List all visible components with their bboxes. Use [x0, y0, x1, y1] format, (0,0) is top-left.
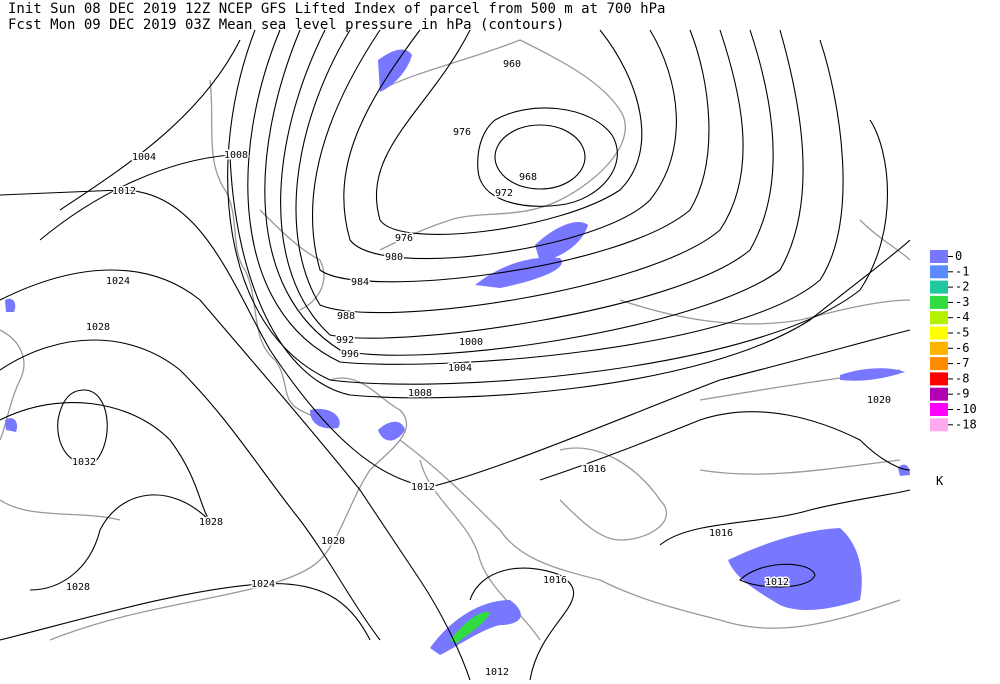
contour-label: 984 [351, 277, 369, 288]
contour-label: 1020 [867, 395, 891, 406]
legend-label: -18 [955, 417, 977, 431]
contour-label: 1008 [408, 388, 432, 399]
contour-label: 1032 [72, 457, 96, 468]
contour-label: 1016 [543, 575, 567, 586]
contour-label: 1004 [448, 363, 472, 374]
legend-swatch [930, 403, 948, 416]
contour-label: 980 [385, 252, 403, 263]
contour-label: 1016 [582, 464, 606, 475]
contour-label: 972 [495, 188, 513, 199]
contour-label: 1028 [86, 322, 110, 333]
precipitation-areas [5, 49, 910, 655]
legend-label: -8 [955, 371, 969, 385]
contour-label: 1020 [321, 536, 345, 547]
contour-labels: 960 976 968 972 976 980 984 988 992 996 1000 1004 10… [64, 58, 892, 680]
contour-label: 992 [336, 335, 354, 346]
isobars [0, 29, 911, 681]
contour-label: 1008 [224, 150, 248, 161]
contour-label: 996 [341, 349, 359, 360]
legend: 0-1 -2-3-4 -5-6-7-8 -9-10-18 K [930, 249, 977, 488]
contour-label: 1012 [411, 482, 435, 493]
contour-label: 960 [503, 59, 521, 70]
contour-label: 976 [395, 233, 413, 244]
legend-swatch [930, 326, 948, 340]
contour-label: 1024 [106, 276, 130, 287]
legend-label: -7 [955, 356, 969, 370]
legend-swatch [930, 250, 948, 263]
legend-swatch [930, 387, 948, 401]
legend-swatch [930, 341, 948, 355]
legend-swatch [930, 280, 948, 294]
contour-label: 1028 [66, 582, 90, 593]
contour-label: 1012 [765, 577, 789, 588]
legend-label: -4 [955, 310, 969, 324]
contour-label: 1012 [112, 186, 136, 197]
contour-label: 1024 [251, 579, 275, 590]
legend-swatch [930, 295, 948, 309]
legend-label: -1 [955, 264, 969, 278]
legend-swatch [930, 418, 948, 432]
legend-label: -6 [955, 341, 969, 355]
legend-label: -2 [955, 280, 969, 294]
legend-swatch [930, 311, 948, 325]
legend-unit: K [936, 474, 944, 488]
contour-label: 1028 [199, 517, 223, 528]
legend-label: 0 [955, 249, 962, 263]
contour-label: 976 [453, 127, 471, 138]
header-line: Fcst Mon 09 DEC 2019 03Z Mean sea level … [8, 17, 564, 33]
coastlines [0, 39, 911, 641]
contour-label: 1016 [709, 528, 733, 539]
legend-swatch [930, 372, 948, 386]
legend-label: -9 [955, 387, 969, 401]
legend-label: -10 [955, 402, 977, 416]
legend-label: -5 [955, 326, 969, 340]
contour-label: 1000 [459, 337, 483, 348]
contour-label: 1004 [132, 152, 156, 163]
legend-label: -3 [955, 295, 969, 309]
header-line: Init Sun 08 DEC 2019 12Z NCEP GFS Lifted… [8, 1, 665, 17]
contour-label: 968 [519, 172, 537, 183]
contour-label: 988 [337, 311, 355, 322]
contour-label: 1012 [485, 667, 509, 678]
legend-swatch [930, 357, 948, 371]
legend-swatch [930, 265, 948, 279]
